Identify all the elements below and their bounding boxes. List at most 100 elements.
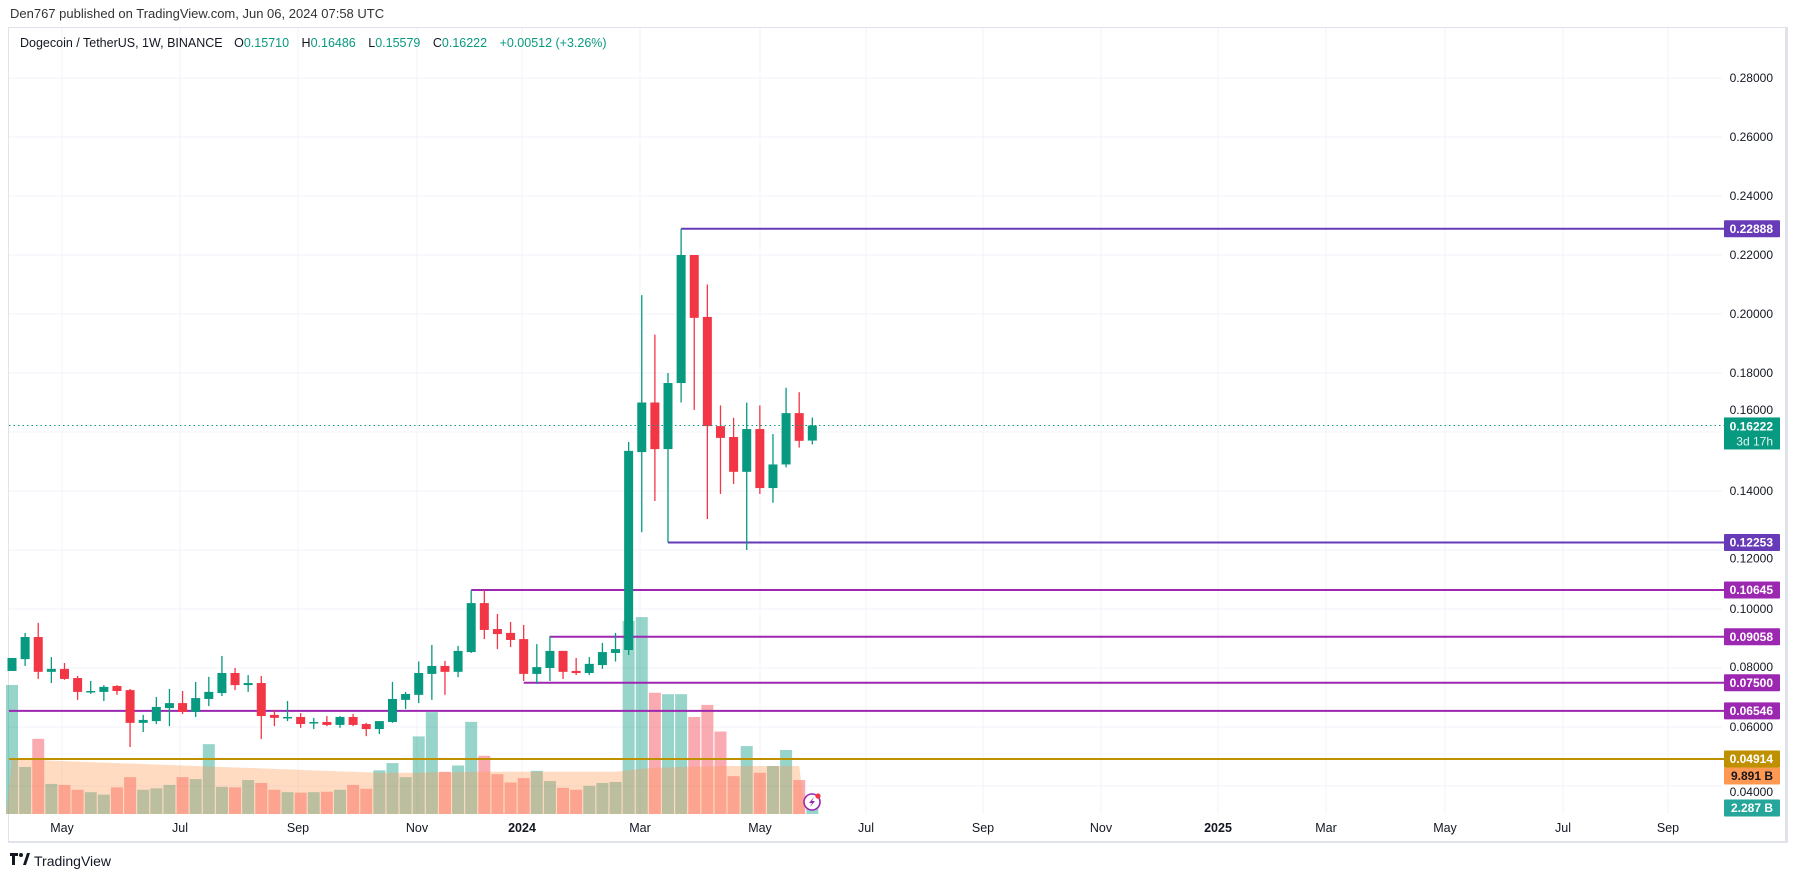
level-price-label-box	[1724, 702, 1780, 720]
candle-body	[742, 429, 752, 472]
price-tick-label: 0.12000	[1730, 552, 1774, 566]
high-value: 0.16486	[310, 36, 356, 50]
high-key: H	[301, 36, 311, 50]
level-price-label-box	[1724, 581, 1780, 599]
price-tick-label: 0.14000	[1730, 484, 1774, 498]
candle-body	[479, 603, 489, 630]
volume-bar	[19, 766, 32, 814]
volume-bar	[793, 780, 806, 814]
time-tick-label: 2024	[508, 821, 536, 835]
symbol-title[interactable]: Dogecoin / TetherUS, 1W, BINANCE	[20, 36, 223, 50]
candle-body	[86, 691, 96, 693]
volume-bar	[347, 784, 360, 814]
candle-body	[689, 255, 699, 318]
candle-body	[7, 657, 17, 671]
level-price-label: 0.06546	[1730, 704, 1774, 718]
price-tick-label: 0.20000	[1730, 307, 1774, 321]
level-price-label-box	[1724, 220, 1780, 238]
candle-body	[558, 650, 568, 672]
volume-bar	[557, 787, 570, 814]
volume-bar	[740, 746, 753, 814]
volume-bar	[202, 744, 215, 814]
volume-bar	[215, 786, 228, 814]
volume-bar	[360, 788, 373, 814]
volume-bar	[648, 692, 661, 814]
candle-body	[571, 670, 581, 674]
candle-body	[650, 402, 660, 450]
volume-bar	[163, 784, 176, 814]
volume-bar	[504, 782, 517, 814]
volume-bar	[465, 721, 478, 814]
candle-body	[715, 426, 725, 438]
candle-body	[99, 686, 109, 692]
volume-bar	[425, 712, 438, 814]
candle-body	[361, 724, 371, 730]
time-tick-label: Sep	[972, 821, 994, 835]
volume-bar	[84, 792, 97, 814]
candle-body	[348, 716, 358, 725]
volume-ma-area	[6, 759, 806, 814]
change-value: +0.00512 (+3.26%)	[499, 36, 607, 50]
price-tick-label: 0.08000	[1730, 660, 1774, 674]
level-price-label: 0.09058	[1730, 630, 1774, 644]
brand-name: TradingView	[34, 852, 112, 869]
volume-bar	[124, 777, 137, 814]
volume-bar	[622, 620, 635, 814]
bar-countdown-label: 3d 17h	[1736, 434, 1773, 448]
candle-body	[309, 721, 319, 724]
level-price-label: 0.07500	[1730, 676, 1774, 690]
time-tick-label: Nov	[1090, 821, 1113, 835]
price-tick-label: 0.10000	[1730, 602, 1774, 616]
time-tick-label: May	[748, 821, 772, 835]
candle-body	[374, 721, 384, 730]
candle-body	[755, 429, 765, 489]
time-tick-label: Nov	[406, 821, 429, 835]
candle-body	[401, 693, 411, 700]
volume-bar	[438, 771, 451, 814]
candle-body	[230, 673, 240, 686]
candle-body	[611, 649, 621, 653]
time-tick-label: Mar	[629, 821, 651, 835]
candle-body	[492, 629, 502, 635]
lightning-bolt-icon	[809, 797, 815, 807]
volume-label-box	[1724, 799, 1780, 817]
tradingview-brand[interactable]: TradingView	[10, 852, 111, 869]
candle-body	[624, 450, 634, 651]
candle-body	[59, 668, 69, 679]
volume-ma-label: 9.891 B	[1731, 769, 1773, 783]
volume-bar	[58, 784, 71, 814]
volume-bar	[97, 794, 110, 814]
volume-bar	[189, 779, 202, 814]
publish-info: Den767 published on TradingView.com, Jun…	[10, 6, 385, 21]
volume-bar	[334, 789, 346, 814]
candle-body	[466, 603, 476, 653]
volume-bar	[399, 777, 412, 814]
time-tick-label: Sep	[1657, 821, 1679, 835]
volume-bar	[294, 792, 307, 814]
volume-bar	[583, 785, 596, 814]
chart-legend: Dogecoin / TetherUS, 1W, BINANCE O0.1571…	[20, 36, 607, 50]
volume-bar	[662, 694, 674, 814]
candle-body	[33, 637, 43, 672]
volume-bar	[780, 749, 793, 814]
volume-bar	[242, 780, 255, 814]
volume-bar	[491, 774, 504, 814]
candle-body	[269, 714, 279, 718]
candle-body	[204, 691, 214, 699]
volume-bar	[71, 789, 84, 814]
volume-bar	[530, 770, 543, 814]
candle-body	[46, 668, 56, 672]
candle-body	[191, 698, 201, 712]
level-price-label-box	[1724, 628, 1780, 646]
candle-body	[164, 703, 174, 709]
candle-body	[545, 650, 555, 668]
candle-body	[597, 652, 607, 666]
volume-bar	[596, 782, 609, 814]
level-price-label: 0.10645	[1730, 583, 1774, 597]
volume-bar	[412, 736, 425, 814]
time-tick-label: Jul	[172, 821, 188, 835]
candle-body	[768, 464, 778, 489]
volume-bar	[307, 792, 320, 814]
volume-bar	[137, 789, 150, 814]
